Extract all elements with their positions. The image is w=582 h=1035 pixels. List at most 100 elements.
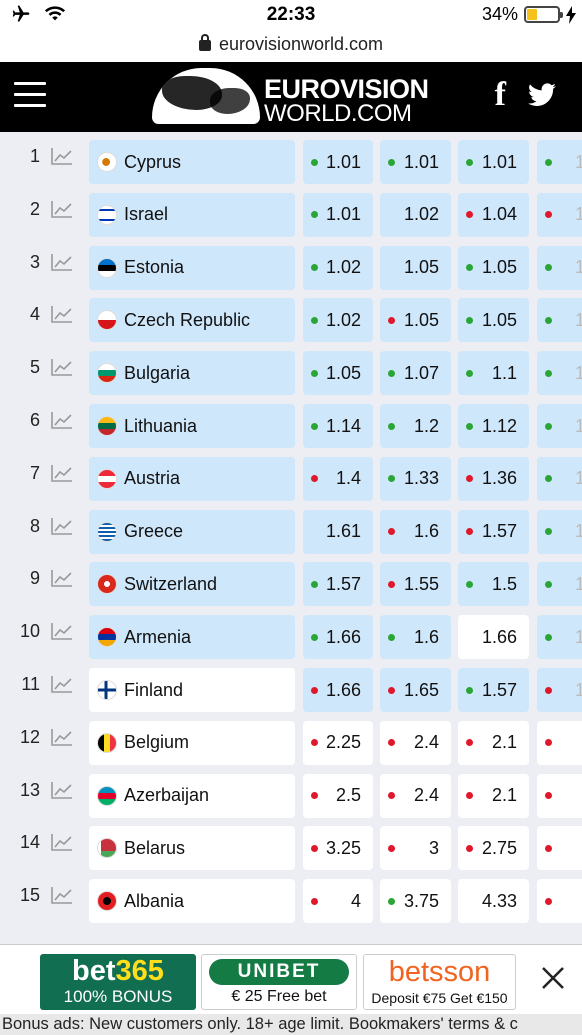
odds-cell[interactable]: 1.01 <box>380 140 451 184</box>
odds-cell[interactable]: 1 <box>537 562 582 607</box>
odds-cell[interactable] <box>537 879 582 924</box>
odds-cell[interactable]: 1.6 <box>380 615 451 660</box>
trend-chart-icon[interactable] <box>51 200 73 218</box>
odds-cell[interactable]: 1.07 <box>380 351 451 396</box>
odds-cell[interactable]: 1.57 <box>303 562 373 607</box>
trend-chart-icon[interactable] <box>51 728 73 746</box>
trend-chart-icon[interactable] <box>51 305 73 324</box>
odds-cell[interactable]: 4.33 <box>458 879 529 924</box>
trend-chart-icon[interactable] <box>51 464 73 482</box>
odds-cell[interactable]: 1.66 <box>303 668 373 712</box>
country-cell[interactable]: Armenia <box>89 615 295 660</box>
trend-chart-icon[interactable] <box>51 781 73 799</box>
odds-cell[interactable]: 1.01 <box>303 140 373 184</box>
odds-cell[interactable]: 1.14 <box>303 404 373 448</box>
trend-chart-icon[interactable] <box>51 675 73 693</box>
odds-cell[interactable]: 1.12 <box>458 404 529 448</box>
odds-cell[interactable]: 1 <box>537 245 582 290</box>
odds-cell[interactable]: 1.01 <box>303 192 373 237</box>
odds-cell[interactable]: 1 <box>537 615 582 660</box>
twitter-icon[interactable] <box>528 83 556 107</box>
odds-cell[interactable]: 1 <box>537 298 582 343</box>
odds-cell[interactable]: 1 <box>537 404 582 448</box>
odds-cell[interactable]: 1.57 <box>458 509 529 554</box>
odds-cell[interactable]: 2.5 <box>303 773 373 818</box>
odds-cell[interactable]: 1 <box>537 192 582 237</box>
trend-chart-icon[interactable] <box>51 886 73 904</box>
country-cell[interactable]: Greece <box>89 509 295 554</box>
odds-cell[interactable] <box>537 720 582 765</box>
odds-cell[interactable]: 3.75 <box>380 879 451 924</box>
odds-cell[interactable]: 2.75 <box>458 826 529 871</box>
betsson-ad[interactable]: betsson Deposit €75 Get €150 <box>363 954 516 1010</box>
odds-cell[interactable]: 1 <box>537 351 582 396</box>
odds-cell[interactable]: 1 <box>537 509 582 554</box>
odds-cell[interactable]: 1.4 <box>303 456 373 501</box>
trend-chart-icon[interactable] <box>51 569 73 588</box>
odds-cell[interactable] <box>537 773 582 818</box>
country-cell[interactable]: Finland <box>89 668 295 712</box>
odds-cell[interactable]: 1.6 <box>380 509 451 554</box>
odds-cell[interactable]: 1 <box>537 668 582 712</box>
trend-chart-icon[interactable] <box>51 358 73 376</box>
odds-cell[interactable]: 1.57 <box>458 668 529 712</box>
odds-cell[interactable]: 3 <box>380 826 451 871</box>
odds-cell[interactable]: 1.02 <box>303 298 373 343</box>
country-cell[interactable]: Albania <box>89 879 295 924</box>
odds-cell[interactable]: 1.61 <box>303 509 373 554</box>
odds-cell[interactable]: 1.05 <box>458 298 529 343</box>
odds-cell[interactable]: 1 <box>537 140 582 184</box>
odds-cell[interactable]: 1.05 <box>458 245 529 290</box>
odds-cell[interactable]: 1.2 <box>380 404 451 448</box>
site-logo[interactable]: EUROVISION WORLD.COM <box>152 66 430 128</box>
odds-cell[interactable]: 4 <box>303 879 373 924</box>
odds-cell[interactable]: 1.05 <box>380 298 451 343</box>
country-cell[interactable]: Belarus <box>89 826 295 871</box>
odds-cell[interactable]: 1.04 <box>458 192 529 237</box>
bet365-ad[interactable]: bet365 100% BONUS <box>40 954 196 1010</box>
odds-cell[interactable]: 2.4 <box>380 773 451 818</box>
odds-cell[interactable]: 1.01 <box>458 140 529 184</box>
close-icon[interactable] <box>540 965 566 991</box>
odds-cell[interactable]: 1.1 <box>458 351 529 396</box>
odds-cell[interactable]: 1.55 <box>380 562 451 607</box>
country-cell[interactable]: Bulgaria <box>89 351 295 396</box>
odds-cell[interactable]: 1.33 <box>380 456 451 501</box>
trend-chart-icon[interactable] <box>51 833 73 852</box>
country-cell[interactable]: Israel <box>89 192 295 237</box>
country-cell[interactable]: Lithuania <box>89 404 295 448</box>
country-cell[interactable]: Austria <box>89 456 295 501</box>
odds-cell[interactable]: 1 <box>537 456 582 501</box>
country-cell[interactable]: Switzerland <box>89 562 295 607</box>
trend-chart-icon[interactable] <box>51 517 73 535</box>
country-cell[interactable]: Cyprus <box>89 140 295 184</box>
country-cell[interactable]: Czech Republic <box>89 298 295 343</box>
odds-cell[interactable]: 1.66 <box>303 615 373 660</box>
odds-cell[interactable]: 2.1 <box>458 773 529 818</box>
unibet-ad[interactable]: UNIBET € 25 Free bet <box>201 954 357 1010</box>
odds-cell[interactable]: 1.02 <box>380 192 451 237</box>
facebook-icon[interactable]: f <box>494 76 506 113</box>
odds-cell[interactable]: 2.1 <box>458 720 529 765</box>
country-cell[interactable]: Belgium <box>89 720 295 765</box>
odds-cell[interactable]: 1.36 <box>458 456 529 501</box>
trend-chart-icon[interactable] <box>51 253 73 271</box>
trend-chart-icon[interactable] <box>51 622 73 640</box>
odds-cell[interactable]: 1.5 <box>458 562 529 607</box>
odds-cell[interactable]: 1.05 <box>303 351 373 396</box>
odds-cell[interactable] <box>537 826 582 871</box>
odds-cell[interactable]: 2.25 <box>303 720 373 765</box>
odds-cell[interactable]: 2.4 <box>380 720 451 765</box>
trend-chart-icon[interactable] <box>51 411 73 429</box>
hamburger-icon[interactable] <box>14 82 46 108</box>
address-bar[interactable]: eurovisionworld.com <box>0 34 582 62</box>
odds-cell[interactable]: 1.05 <box>380 245 451 290</box>
odds-value: 1.02 <box>325 309 361 330</box>
country-cell[interactable]: Estonia <box>89 245 295 290</box>
odds-cell[interactable]: 1.65 <box>380 668 451 712</box>
trend-chart-icon[interactable] <box>51 147 73 165</box>
odds-cell[interactable]: 1.66 <box>458 615 529 660</box>
odds-cell[interactable]: 3.25 <box>303 826 373 871</box>
country-cell[interactable]: Azerbaijan <box>89 773 295 818</box>
odds-cell[interactable]: 1.02 <box>303 245 373 290</box>
